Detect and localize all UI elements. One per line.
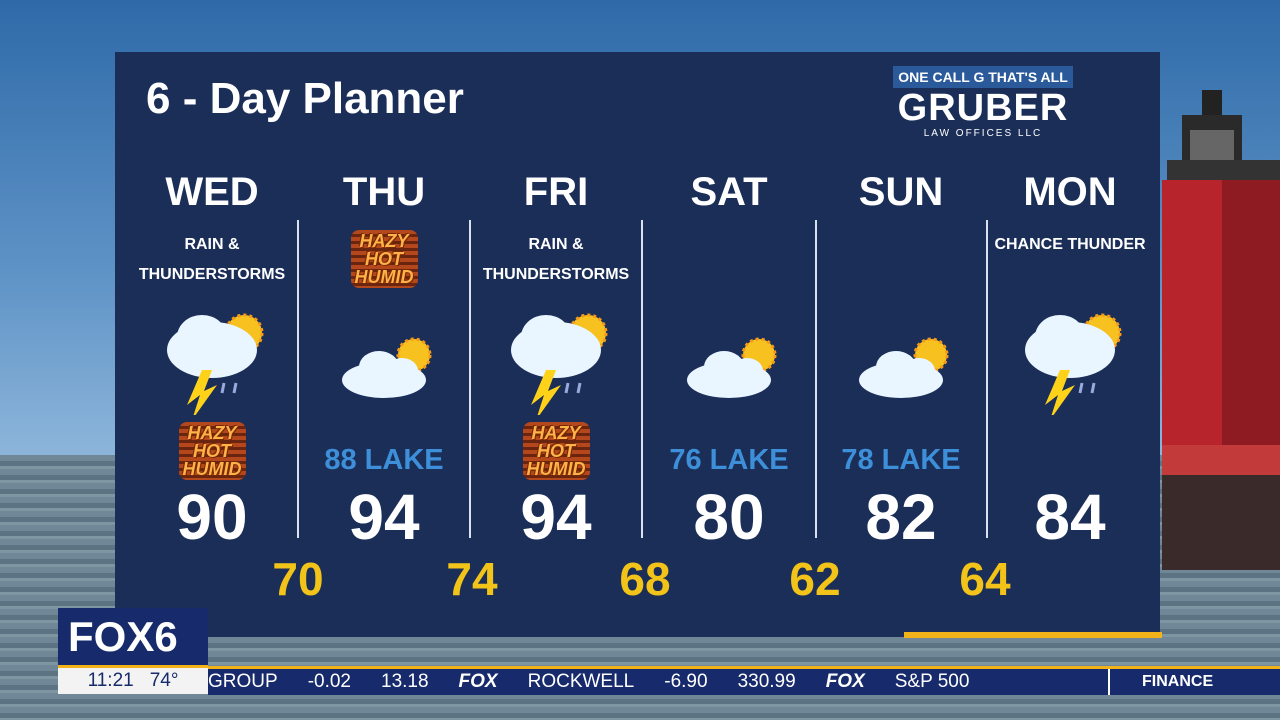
day-label: MON: [1023, 170, 1117, 214]
lake-temp: 76 LAKE: [669, 444, 789, 476]
sponsor-subtitle: LAW OFFICES LLC: [923, 128, 1043, 139]
sponsor-name: GRUBER: [897, 87, 1069, 129]
hazy-hot-humid-badge: HAZY HOT HUMID: [350, 230, 418, 288]
condition-label: CHANCE THUNDER: [994, 236, 1146, 253]
sun-cloud-thunder-rain-icon: [511, 313, 608, 415]
low-temp: 70: [272, 553, 324, 605]
day-column-sun: SUN 78 LAKE 82: [816, 170, 986, 553]
ticker-item: S&P 500: [894, 671, 970, 692]
condition-text: HAZY HOT HUMID: [299, 230, 469, 320]
divider: [297, 220, 299, 538]
day-column-wed: WED RAIN & THUNDERSTORMS HAZY HOT HUMID …: [127, 170, 297, 553]
sun-cloud-thunder-rain-icon: [1025, 313, 1122, 415]
condition-label: RAIN & THUNDERSTORMS: [482, 236, 630, 283]
station-logo: FOX6: [58, 608, 208, 665]
condition-text: CHANCE THUNDER: [985, 230, 1155, 320]
sun-cloud-icon: [687, 337, 777, 398]
lake-temp: 78 LAKE: [841, 444, 961, 476]
day-label: THU: [342, 170, 426, 214]
sponsor-logo: ONE CALL G THAT'S ALL GRUBER LAW OFFICES…: [893, 66, 1073, 139]
low-temp: 64: [959, 553, 1011, 605]
day-label: SUN: [858, 170, 944, 214]
divider: [469, 220, 471, 538]
lighthouse-image: [1162, 90, 1280, 570]
low-temp: 74: [446, 553, 498, 605]
hazy-hot-humid-badge: HAZY HOT HUMID: [178, 422, 246, 480]
ticker-item: 13.18: [381, 671, 429, 692]
day-column-fri: FRI RAIN & THUNDERSTORMS HAZY HOT HUMID …: [471, 170, 641, 553]
page-title: 6 - Day Planner: [146, 74, 464, 123]
ticker-item: -0.02: [307, 671, 351, 692]
high-temp: 84: [1034, 481, 1106, 553]
high-temp: 90: [176, 481, 248, 553]
divider: [641, 220, 643, 538]
sponsor-tagline: ONE CALL: [898, 69, 970, 85]
low-temp: 68: [619, 553, 671, 605]
high-temp: 82: [865, 481, 937, 553]
day-label: WED: [165, 170, 259, 214]
fox-logo: FOX: [825, 671, 865, 692]
ticker-section: FINANCE: [1108, 669, 1280, 695]
day-label: FRI: [523, 170, 589, 214]
day-column-mon: MON CHANCE THUNDER 84: [985, 170, 1155, 553]
low-temp: 62: [789, 553, 841, 605]
high-temp: 80: [693, 481, 765, 553]
condition-text: RAIN & THUNDERSTORMS: [471, 230, 641, 320]
day-column-sat: SAT 76 LAKE 80: [644, 170, 814, 553]
divider: [815, 220, 817, 538]
ticker-item: 330.99: [737, 671, 796, 692]
day-column-thu: THU HAZY HOT HUMID 88 LAKE 94: [299, 170, 469, 553]
sponsor-shield-icon: G: [973, 69, 985, 85]
ticker-item: -6.90: [664, 671, 708, 692]
sponsor-tagline: THAT'S ALL: [988, 69, 1068, 85]
condition-text: RAIN & THUNDERSTORMS: [127, 230, 297, 320]
stock-ticker: GROUP -0.02 13.18 FOX ROCKWELL -6.90 330…: [208, 666, 1280, 695]
forecast-panel: [115, 52, 1160, 637]
high-temp: 94: [348, 481, 420, 553]
hazy-hot-humid-badge: HAZY HOT HUMID: [522, 422, 590, 480]
divider: [986, 220, 988, 538]
sun-cloud-icon: [342, 337, 432, 398]
lake-temp: 88 LAKE: [324, 444, 444, 476]
sun-cloud-thunder-rain-icon: [167, 313, 264, 415]
high-temp: 94: [520, 481, 592, 553]
fox-logo: FOX: [458, 671, 498, 692]
ticker-item: GROUP: [208, 671, 278, 692]
time: 11:21: [87, 670, 134, 691]
clock-temp: 11:21 74°: [58, 665, 208, 694]
ticker-item: ROCKWELL: [527, 671, 635, 692]
accent-bar: [904, 632, 1162, 638]
condition-label: RAIN & THUNDERSTORMS: [138, 236, 286, 283]
sun-cloud-icon: [859, 337, 949, 398]
day-label: SAT: [690, 170, 768, 214]
current-temp: 74°: [149, 670, 179, 691]
